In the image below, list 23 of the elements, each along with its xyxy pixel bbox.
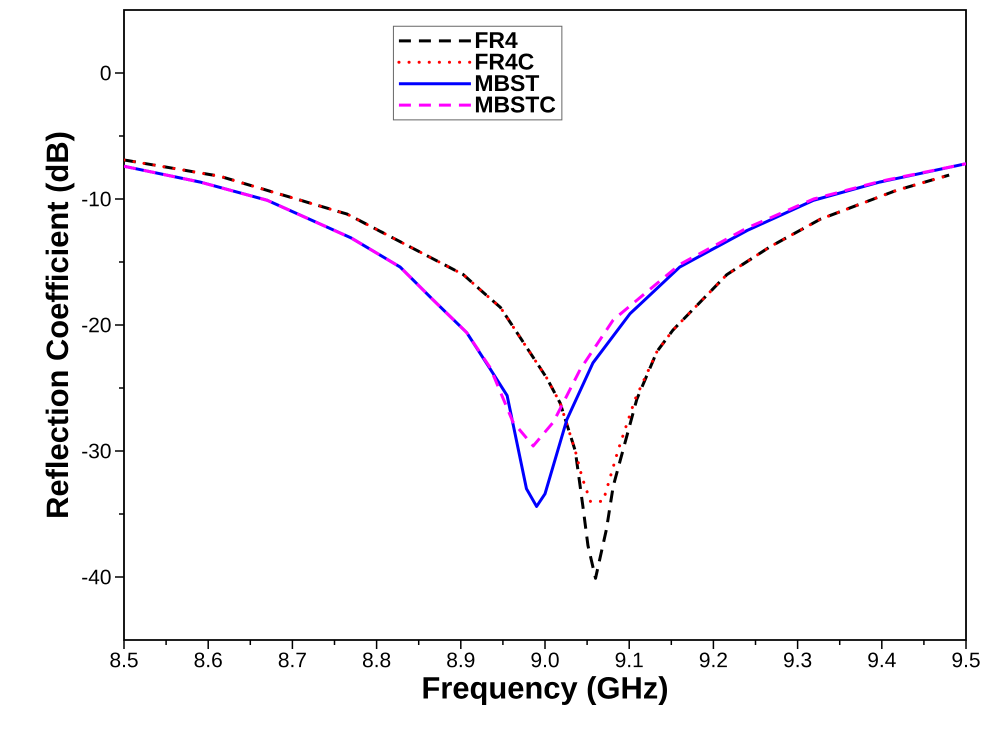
x-tick-label: 9.4 [868,652,896,668]
x-tick-label: 8.9 [447,652,474,668]
x-tick-label: 9.3 [784,652,812,668]
legend-label: MBSTC [476,96,556,113]
y-tick-label: 0 [100,66,111,80]
x-tick-label: 8.6 [194,652,222,668]
x-tick-label: 9.0 [531,652,559,668]
x-tick-label: 8.7 [278,652,306,668]
x-tick-label: 9.2 [700,652,727,668]
x-tick-label: 8.8 [362,652,390,668]
x-tick-label: 8.5 [110,652,138,668]
legend-label: FR4C [476,53,534,70]
x-tick-label: 9.1 [616,652,643,668]
y-axis-title: Reflection Coefficient (dB) [46,132,74,517]
x-tick-label: 9.5 [952,652,980,668]
y-tick-label: -30 [82,444,111,458]
legend-label: MBST [476,74,540,92]
y-tick-label: -10 [82,192,111,206]
x-axis-title: Frequency (GHz) [424,676,667,705]
line-series [124,162,966,448]
y-tick-label: -20 [82,318,111,332]
y-tick-label: -40 [82,570,111,584]
legend-label: FR4 [476,32,518,48]
